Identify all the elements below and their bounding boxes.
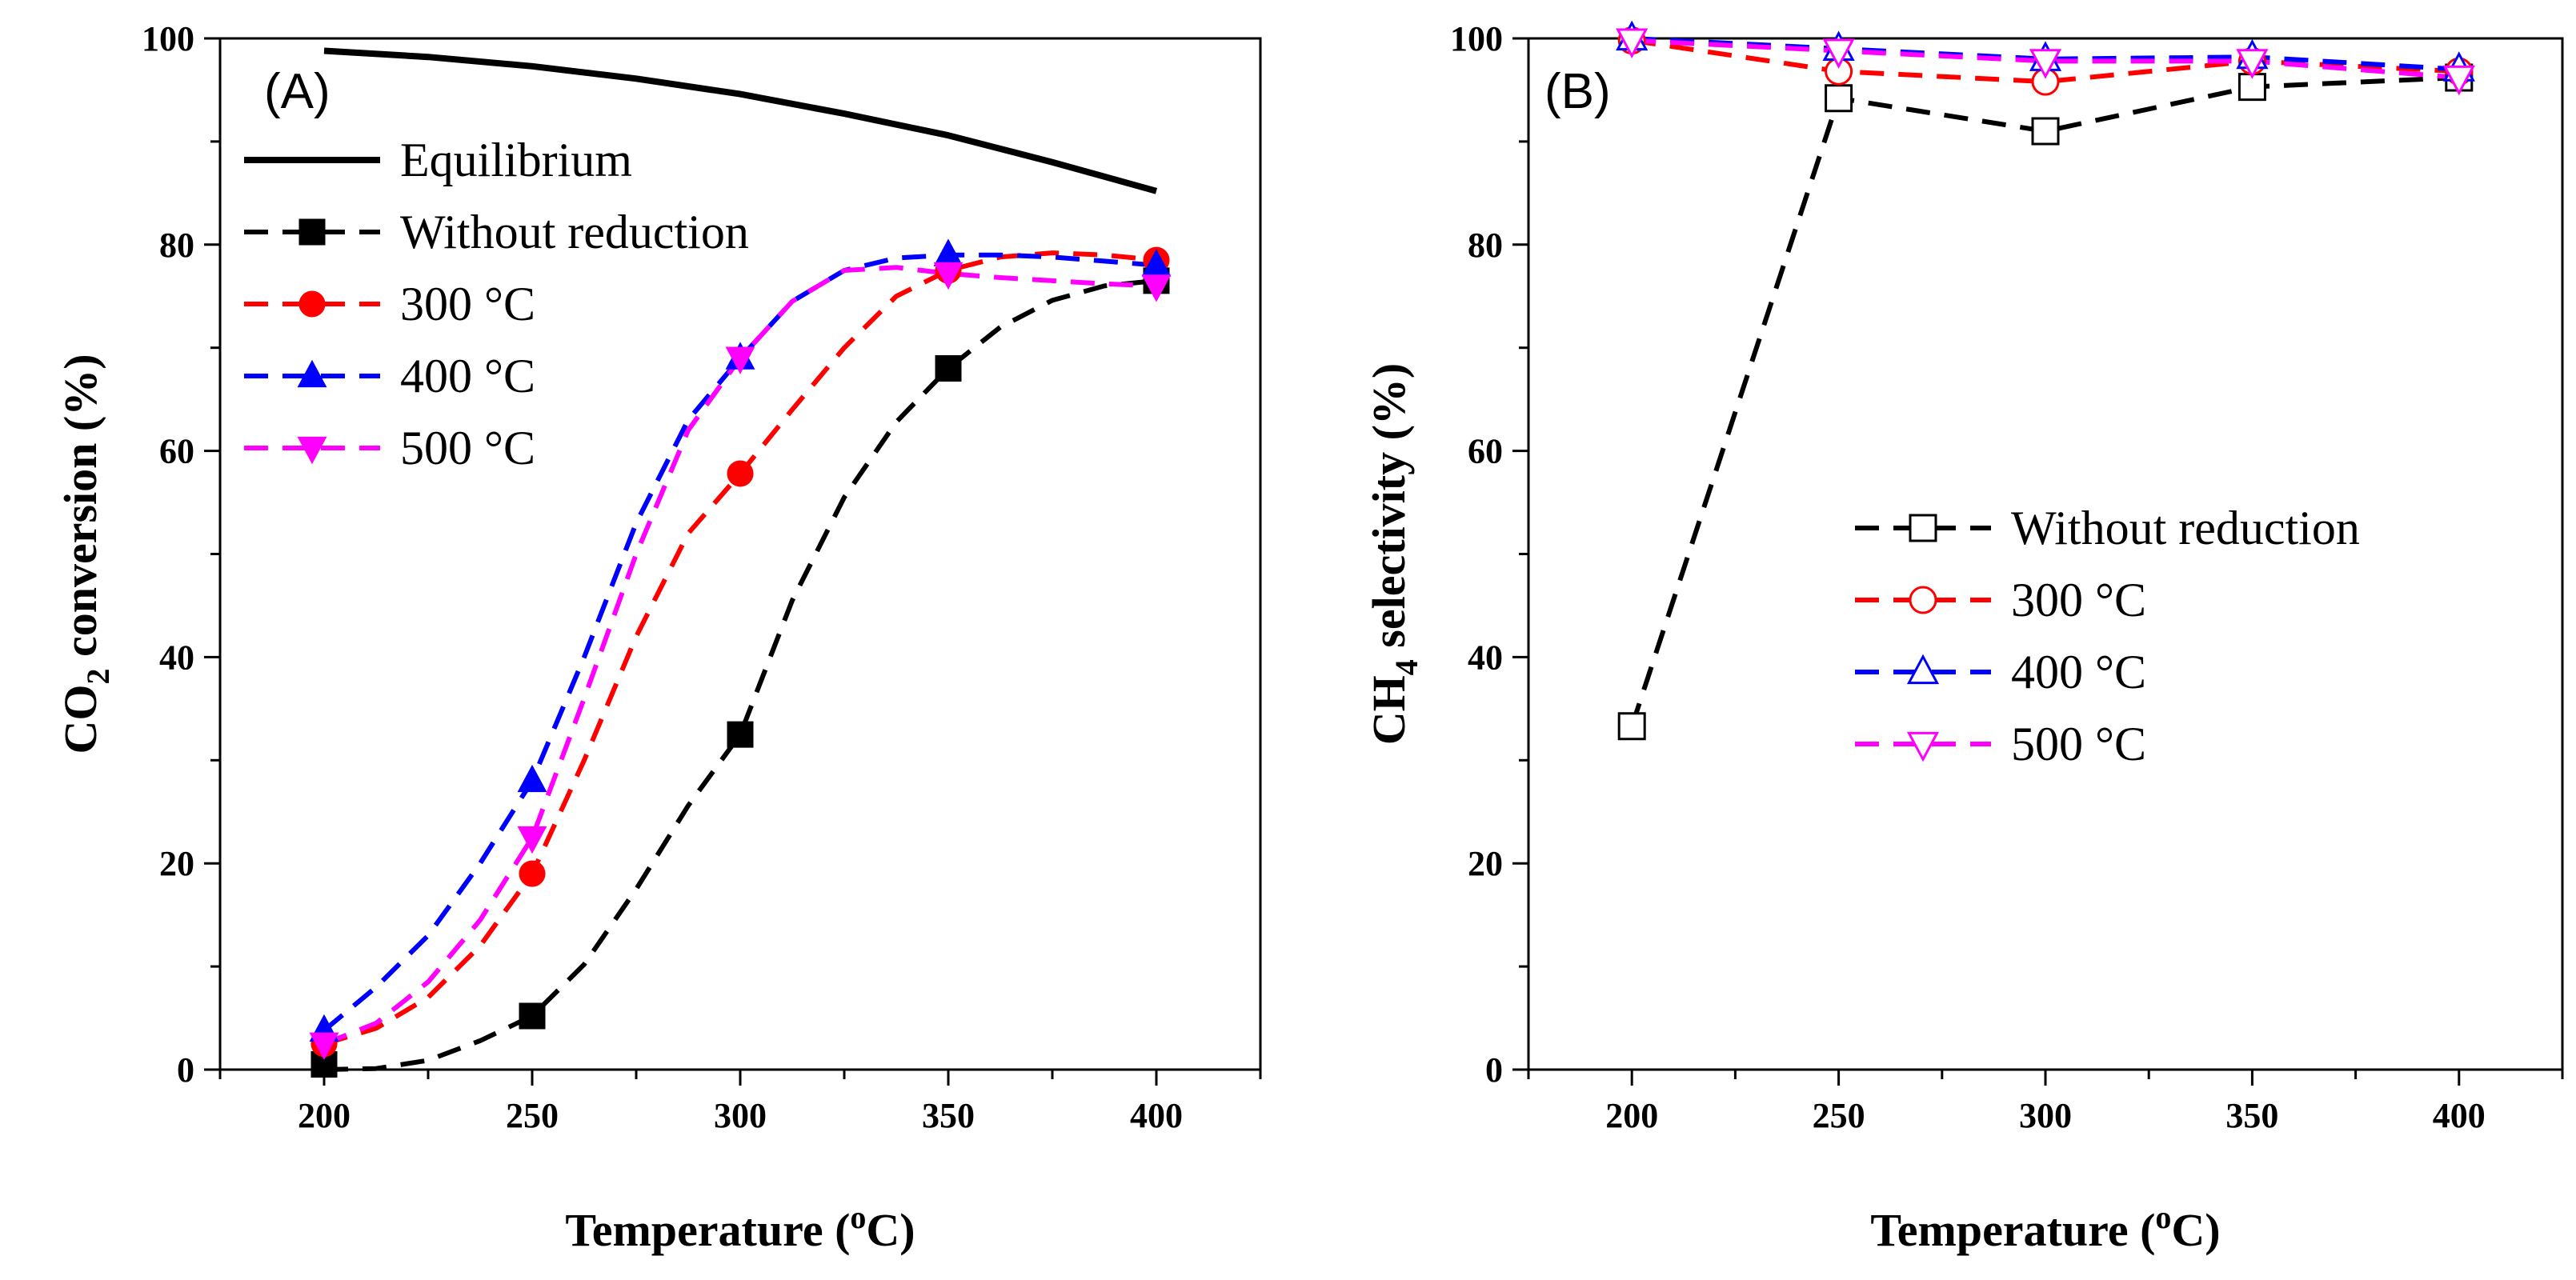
- panel-a-xtick-label-300: 300: [714, 1096, 767, 1135]
- panel-a-legend-marker-400-c: [297, 359, 327, 388]
- panel-b-legend-marker-500-c: [1906, 731, 1940, 762]
- panel-b-ytick-label-60: 60: [1468, 432, 1503, 471]
- panel-a-xlabel-post: C): [866, 1204, 915, 1256]
- panel-a-xlabel-sup: o: [850, 1199, 866, 1235]
- panel-b-legend-label-500-c: 500 °C: [2011, 718, 2146, 770]
- panel-a-legend-label-400-c: 400 °C: [400, 350, 535, 402]
- panel-b-point-without-reduction-250: [1825, 84, 1853, 113]
- panel-b-xtick-label-400: 400: [2433, 1096, 2486, 1135]
- panel-a-xtick-label-350: 350: [922, 1096, 975, 1135]
- panel-a-legend-marker-500-c: [297, 436, 327, 465]
- panel-a-point-300-c-300: [727, 460, 754, 487]
- panel-b-line-300-c: [1631, 38, 2459, 85]
- panel-b-point-500-c-200: [1616, 28, 1649, 58]
- panel-a-point-without-reduction-350: [935, 354, 962, 382]
- panel-b-legend-label-without-reduction: Without reduction: [2011, 502, 2360, 554]
- panel-a-label: (A): [264, 64, 331, 119]
- panel-a-line-without-reduction: [323, 278, 1157, 1072]
- panel-b-label: (B): [1544, 64, 1611, 119]
- panel-b-line-without-reduction: [1629, 75, 2459, 727]
- panel-b-xtick-label-300: 300: [2019, 1096, 2072, 1135]
- panel-a-point-300-c-250: [519, 860, 546, 887]
- panel-b-plot-area: [1616, 20, 2475, 741]
- panel-b-xlabel-post: C): [2171, 1204, 2220, 1256]
- panel-b-legend-marker-400-c: [1906, 654, 1940, 685]
- panel-a-point-without-reduction-300: [727, 721, 754, 748]
- panel-a-legend-label-without-reduction: Without reduction: [400, 206, 749, 258]
- panel-a-point-500-c-350: [933, 262, 963, 290]
- panel-a-line-400-c: [323, 252, 1157, 1033]
- panel-b-ytick-label-80: 80: [1468, 226, 1503, 265]
- panel-b-legend-marker-without-reduction: [1909, 514, 1937, 542]
- panel-b-legend-label-400-c: 400 °C: [2011, 646, 2146, 698]
- panel-b-xtick-label-250: 250: [1813, 1096, 1865, 1135]
- panel-a-point-500-c-250: [517, 826, 547, 854]
- panel-b-ytick-label-40: 40: [1468, 638, 1503, 677]
- panel-a-xtick-label-250: 250: [506, 1096, 559, 1135]
- panel-b-xlabel-pre: Temperature (: [1870, 1204, 2155, 1256]
- panel-b-ytick-label-0: 0: [1485, 1050, 1503, 1090]
- panel-a-ytick-label-60: 60: [159, 432, 194, 471]
- panel-b-legend-marker-300-c: [1909, 586, 1937, 614]
- panel-b-ylabel: CH4 selectivity (%): [1363, 363, 1424, 745]
- panel-a: 200 250 300 350 400 0 20 40 60 80 100 Temperature (…: [54, 19, 1262, 1256]
- panel-b: 200 250 300 350 400 0 20 40 60 80 100 Temperature (…: [1363, 19, 2564, 1256]
- panel-a-legend-marker-300-c: [298, 290, 326, 318]
- panel-a-line-equilibrium: [323, 47, 1158, 194]
- panel-b-xtick-label-350: 350: [2225, 1096, 2278, 1135]
- panel-a-point-without-reduction-250: [519, 1002, 546, 1030]
- panel-a-legend: Equilibrium Without reduction 300 °C 400 °C…: [244, 134, 749, 474]
- panel-b-point-500-c-350: [2236, 49, 2269, 79]
- panel-b-point-without-reduction-300: [2031, 117, 2060, 146]
- panel-a-ytick-label-100: 100: [142, 19, 194, 58]
- panel-a-ylabel-sub: 2: [80, 669, 116, 685]
- panel-a-xlabel: Temperature (oC): [565, 1199, 915, 1256]
- panel-b-legend-label-300-c: 300 °C: [2011, 574, 2146, 626]
- panel-a-ylabel-post: conversion (%): [54, 354, 106, 668]
- panel-b-ytick-label-100: 100: [1450, 19, 1503, 58]
- panel-b-xtick-label-200: 200: [1605, 1096, 1658, 1135]
- panel-a-xtick-label-400: 400: [1130, 1096, 1183, 1135]
- panel-a-legend-marker-without-reduction: [298, 218, 326, 246]
- panel-a-point-400-c-250: [517, 764, 547, 793]
- panel-b-ylabel-pre: CH: [1363, 675, 1415, 745]
- panel-a-point-500-c-300: [725, 346, 755, 374]
- panel-a-legend-label-300-c: 300 °C: [400, 278, 535, 330]
- panel-a-ytick-label-20: 20: [159, 844, 194, 883]
- panel-b-xlabel: Temperature (oC): [1870, 1199, 2220, 1256]
- panel-b-point-500-c-400: [2442, 65, 2475, 96]
- panel-a-point-500-c-200: [309, 1032, 339, 1061]
- panel-b-xlabel-sup: o: [2155, 1199, 2171, 1235]
- panel-a-legend-label-equilibrium: Equilibrium: [400, 134, 632, 186]
- panel-a-ytick-label-0: 0: [177, 1050, 194, 1090]
- panel-b-line-500-c: [1632, 38, 2460, 80]
- panel-b-legend: Without reduction 300 °C 400 °C 500 °C: [1855, 502, 2360, 770]
- panel-a-ytick-label-40: 40: [159, 638, 194, 677]
- panel-a-point-500-c-400: [1141, 274, 1172, 302]
- panel-a-xlabel-pre: Temperature (: [565, 1204, 850, 1256]
- panel-a-frame: [218, 37, 1262, 1071]
- panel-a-ytick-label-80: 80: [159, 226, 194, 265]
- panel-b-ylabel-post: selectivity (%): [1363, 363, 1415, 659]
- panel-a-ylabel-pre: CO: [54, 685, 106, 754]
- panel-b-point-500-c-250: [1822, 38, 1855, 69]
- panel-b-ytick-label-20: 20: [1468, 844, 1503, 883]
- panel-a-ylabel: CO2 conversion (%): [54, 354, 116, 754]
- panel-b-point-without-reduction-200: [1617, 712, 1646, 741]
- panel-b-ylabel-sub: 4: [1388, 659, 1424, 675]
- panel-b-point-500-c-300: [2029, 49, 2062, 79]
- panel-a-legend-label-500-c: 500 °C: [400, 422, 535, 474]
- panel-a-xtick-label-200: 200: [298, 1096, 351, 1135]
- panel-a-plot-area: [309, 47, 1172, 1078]
